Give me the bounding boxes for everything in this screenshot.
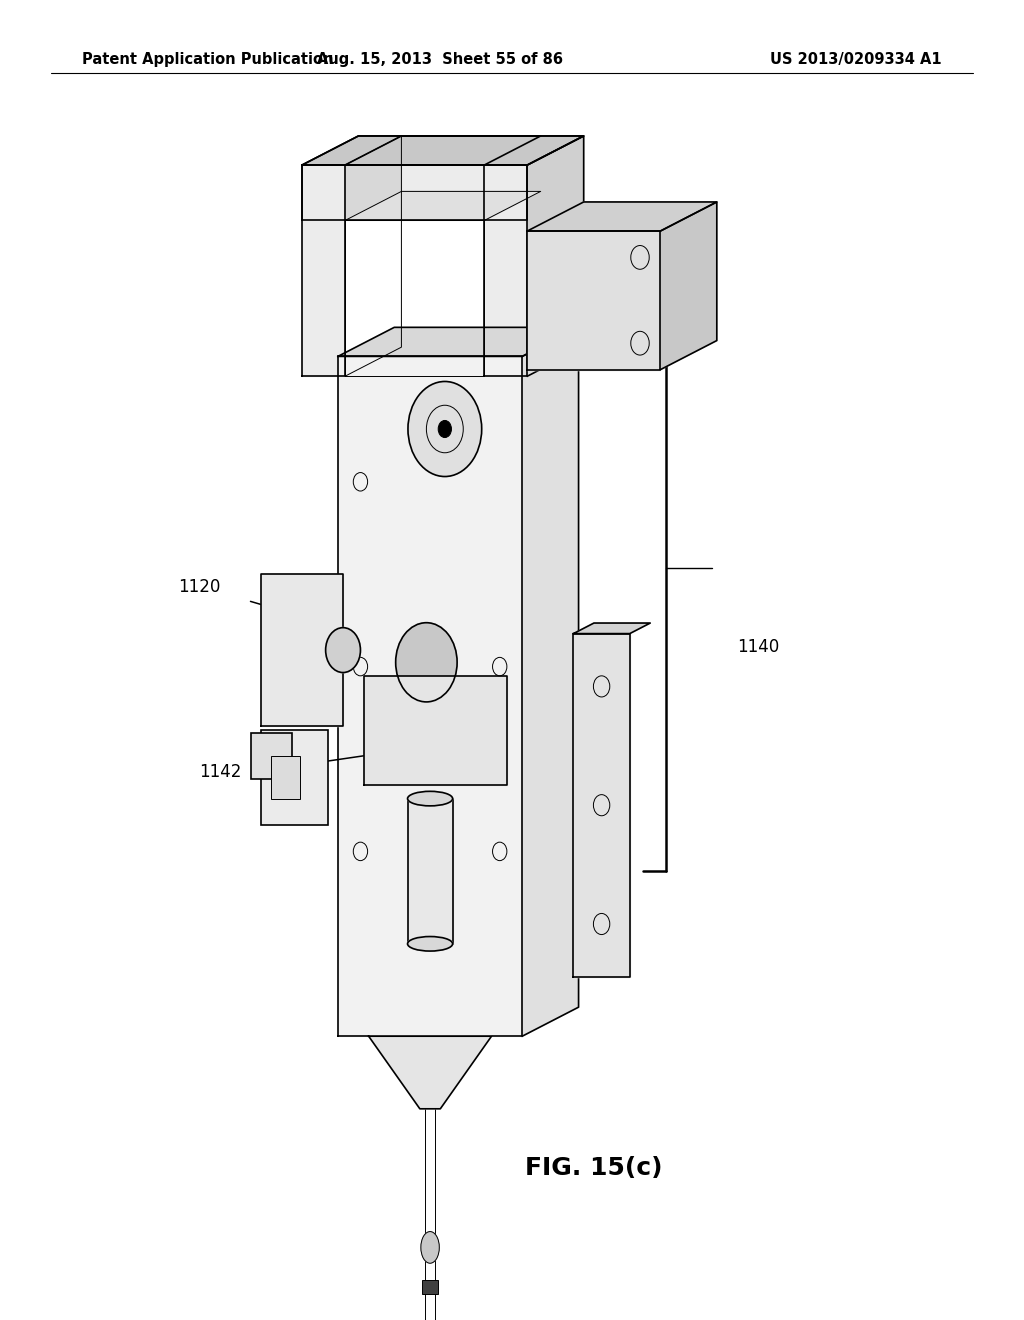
Polygon shape [302,136,584,165]
Text: 1120: 1120 [178,578,221,597]
Text: 1140: 1140 [737,638,779,656]
Bar [422,1280,438,1294]
Polygon shape [522,327,579,1036]
Bar [271,756,300,799]
Polygon shape [364,676,507,784]
Circle shape [395,623,457,702]
Polygon shape [345,191,541,220]
Polygon shape [345,136,401,376]
Polygon shape [261,574,343,726]
Ellipse shape [408,937,453,950]
Circle shape [438,421,452,437]
Polygon shape [660,202,717,370]
Ellipse shape [408,792,453,805]
Text: 1142: 1142 [199,763,242,781]
Polygon shape [369,1036,492,1109]
Ellipse shape [421,1232,439,1263]
Polygon shape [338,356,522,1036]
Polygon shape [527,202,717,231]
Polygon shape [573,623,650,634]
Circle shape [408,381,481,477]
Polygon shape [408,799,453,944]
Bar [251,733,292,779]
Polygon shape [527,231,660,370]
Text: FIG. 15(c): FIG. 15(c) [525,1156,663,1180]
Polygon shape [345,220,484,376]
Polygon shape [302,165,527,220]
Polygon shape [302,165,345,376]
Polygon shape [527,136,584,376]
Text: Patent Application Publication: Patent Application Publication [82,51,334,67]
Bar [261,730,328,825]
Polygon shape [345,136,541,165]
Text: US 2013/0209334 A1: US 2013/0209334 A1 [770,51,942,67]
Polygon shape [338,327,579,356]
Polygon shape [484,165,527,376]
Polygon shape [302,136,584,165]
Text: Aug. 15, 2013  Sheet 55 of 86: Aug. 15, 2013 Sheet 55 of 86 [317,51,563,67]
Polygon shape [573,634,630,977]
Circle shape [326,627,360,673]
